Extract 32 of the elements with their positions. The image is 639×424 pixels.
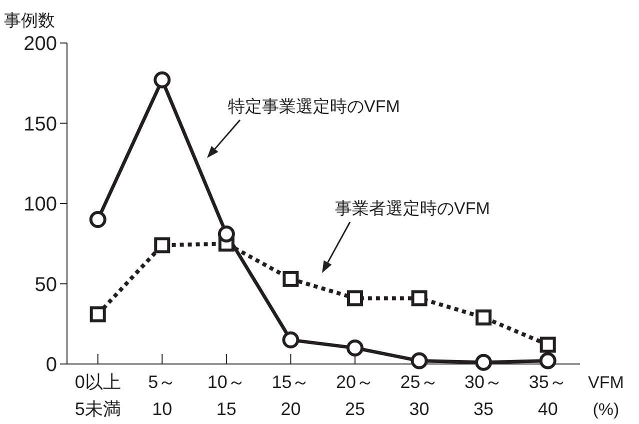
point [347, 290, 363, 306]
x-tick-label: 25～ 30 [400, 372, 438, 419]
x-tick-label: 15～ 20 [272, 372, 310, 419]
y-tick-label: 100 [24, 194, 57, 216]
point [411, 290, 428, 306]
x-tick-label: 20～ 25 [336, 372, 374, 419]
text: 事業者選定時のVFM [335, 199, 490, 218]
y-tick-label: 50 [34, 274, 57, 296]
point [282, 270, 299, 287]
point [410, 352, 428, 370]
y-tick-label: 0 [46, 354, 57, 376]
point [539, 352, 556, 370]
x-tick-label: 30～ 35 [464, 372, 503, 419]
x-tick-label: 0以上 5未満 [74, 372, 121, 419]
point [154, 237, 170, 254]
point [89, 211, 106, 228]
point [346, 339, 364, 356]
point [476, 309, 492, 326]
point [282, 331, 300, 348]
y-tick-label: 200 [24, 33, 57, 55]
y-axis-title: 事例数 [4, 11, 55, 30]
x-tick-label: 10～ 15 [207, 372, 246, 419]
x-tick-label: 35～ 40 [528, 372, 567, 419]
point [540, 336, 556, 353]
x-tick-label: 5～ 10 [148, 372, 176, 419]
y-tick-label: 150 [24, 113, 57, 136]
point [154, 71, 171, 88]
point [475, 354, 492, 371]
text: 特定事業選定時のVFM [228, 97, 400, 116]
x-axis-title: VFM (%) [588, 373, 624, 419]
point [90, 306, 106, 322]
point [218, 225, 235, 242]
